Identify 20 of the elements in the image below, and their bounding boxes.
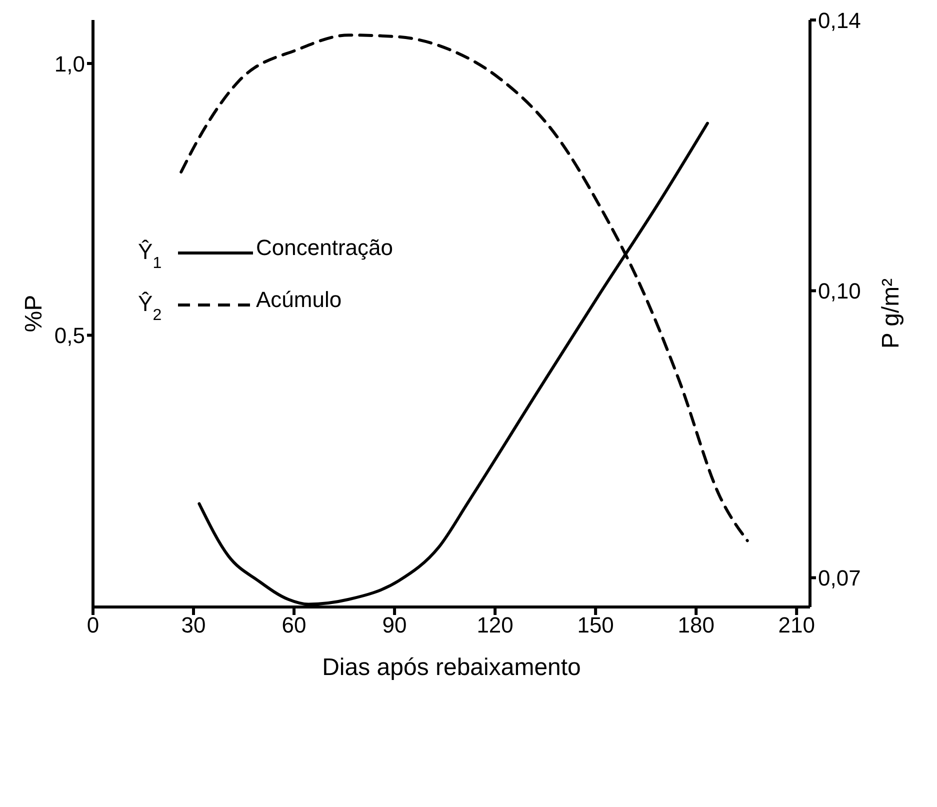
y-axis-title: %P: [20, 294, 48, 332]
legend-label: Concentração: [256, 235, 393, 260]
x-tick-label: 90: [382, 612, 407, 638]
y2-tick-label: 0,10: [818, 278, 861, 304]
y2-tick-label: 0,14: [818, 8, 861, 33]
y2-tick-label: 0,07: [818, 566, 861, 591]
x-axis-title: Dias após rebaixamento: [322, 654, 581, 681]
x-tick-label: 30: [181, 612, 206, 638]
annotation: Ŷ$_{2}$: [138, 291, 162, 324]
x-tick-label: 120: [476, 612, 514, 638]
x-tick-label: 210: [778, 612, 815, 638]
legend-label: Acúmulo: [256, 287, 342, 312]
annotation: Ŷ$_{1}$: [138, 239, 162, 272]
x-tick-label: 150: [577, 612, 614, 638]
x-tick-label: 60: [282, 612, 306, 638]
y-tick-label: 0,5: [54, 323, 85, 348]
y-tick-label: 1,0: [54, 51, 85, 76]
x-tick-label: 0: [86, 612, 100, 638]
x-tick-label: 180: [678, 612, 714, 638]
y2-axis-title: P g/m²: [878, 278, 905, 349]
